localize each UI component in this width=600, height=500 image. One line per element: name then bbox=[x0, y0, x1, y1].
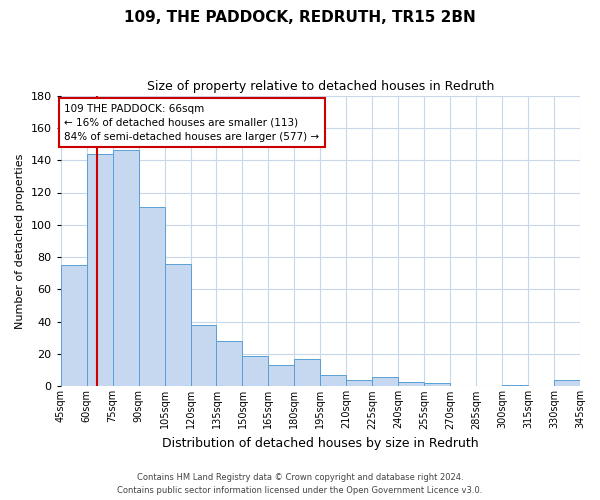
Bar bbox=[191, 325, 217, 386]
Bar bbox=[398, 382, 424, 386]
Title: Size of property relative to detached houses in Redruth: Size of property relative to detached ho… bbox=[146, 80, 494, 93]
Y-axis label: Number of detached properties: Number of detached properties bbox=[15, 154, 25, 328]
Bar bbox=[554, 380, 580, 386]
Bar bbox=[346, 380, 372, 386]
Bar bbox=[164, 264, 191, 386]
Bar bbox=[268, 366, 295, 386]
Bar bbox=[320, 375, 346, 386]
Bar bbox=[372, 376, 398, 386]
Bar bbox=[86, 154, 113, 386]
X-axis label: Distribution of detached houses by size in Redruth: Distribution of detached houses by size … bbox=[162, 437, 479, 450]
Bar bbox=[502, 385, 528, 386]
Text: 109 THE PADDOCK: 66sqm
← 16% of detached houses are smaller (113)
84% of semi-de: 109 THE PADDOCK: 66sqm ← 16% of detached… bbox=[64, 104, 319, 142]
Text: Contains HM Land Registry data © Crown copyright and database right 2024.
Contai: Contains HM Land Registry data © Crown c… bbox=[118, 473, 482, 495]
Bar bbox=[113, 150, 139, 386]
Bar bbox=[139, 207, 164, 386]
Bar bbox=[295, 359, 320, 386]
Text: 109, THE PADDOCK, REDRUTH, TR15 2BN: 109, THE PADDOCK, REDRUTH, TR15 2BN bbox=[124, 10, 476, 25]
Bar bbox=[424, 383, 450, 386]
Bar bbox=[217, 341, 242, 386]
Bar bbox=[61, 265, 86, 386]
Bar bbox=[242, 356, 268, 386]
